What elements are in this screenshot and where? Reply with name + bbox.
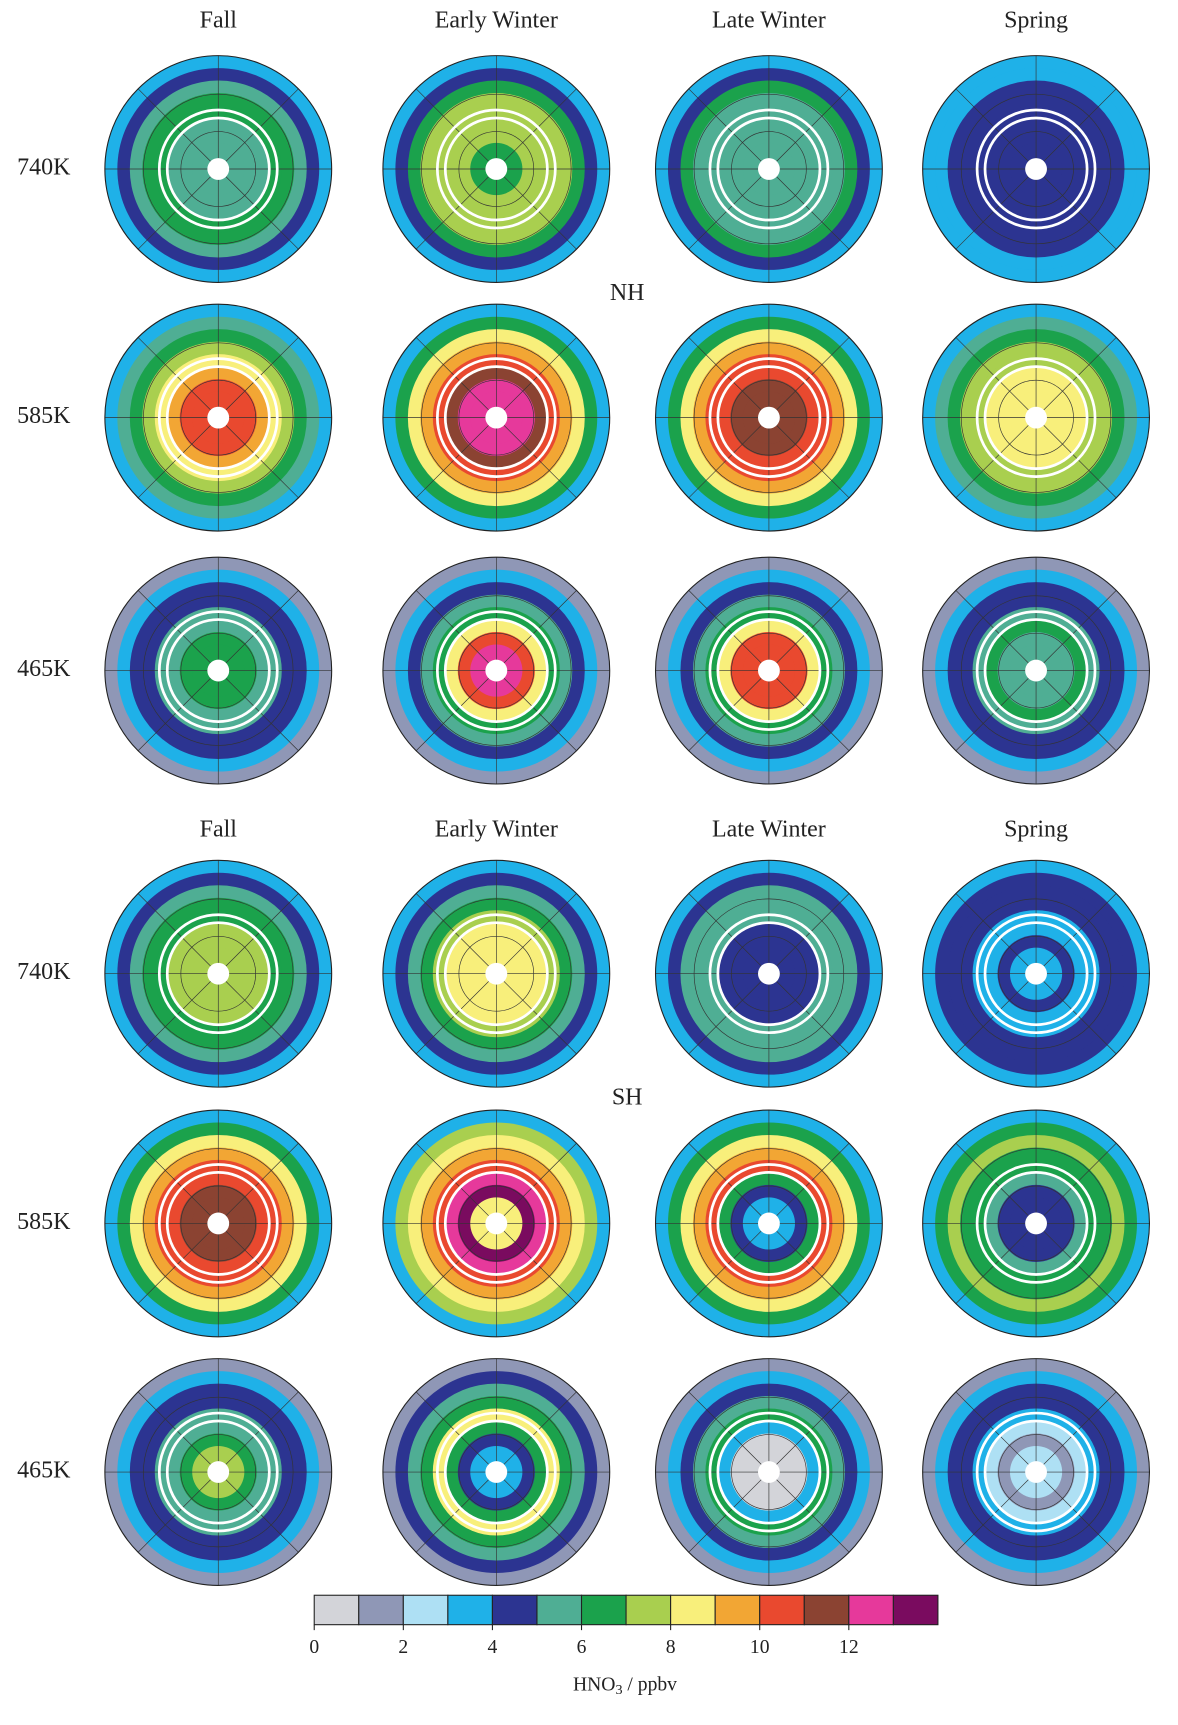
column-title: Late Winter	[712, 816, 826, 842]
colorbar-swatch	[448, 1595, 493, 1624]
polar-map	[383, 860, 610, 1087]
pole-hole	[485, 407, 507, 429]
colorbar-swatch	[893, 1595, 938, 1624]
polar-map	[923, 860, 1150, 1087]
polar-map	[923, 1110, 1150, 1337]
colorbar-swatch	[359, 1595, 404, 1624]
pole-hole	[485, 963, 507, 985]
pole-hole	[758, 407, 780, 429]
colorbar-tick-label: 4	[488, 1637, 498, 1658]
label-rest: / ppbv	[623, 1674, 678, 1695]
polar-map	[105, 557, 332, 784]
row-label: 585K	[17, 1209, 71, 1235]
polar-map	[923, 557, 1150, 784]
column-title: Fall	[200, 816, 238, 842]
colorbar-swatch	[671, 1595, 716, 1624]
label-main: HNO	[573, 1674, 615, 1695]
row-label: 585K	[17, 403, 71, 429]
pole-hole	[758, 963, 780, 985]
colorbar-swatch	[492, 1595, 537, 1624]
colorbar-swatch	[760, 1595, 805, 1624]
polar-map	[923, 56, 1150, 283]
polar-map	[383, 304, 610, 531]
pole-hole	[207, 407, 229, 429]
colorbar-label: HNO3 / ppbv	[573, 1674, 677, 1698]
polar-map	[656, 1110, 883, 1337]
pole-hole	[207, 660, 229, 682]
polar-map	[383, 1359, 610, 1586]
label-sub: 3	[615, 1682, 622, 1698]
pole-hole	[207, 1213, 229, 1235]
colorbar-swatch	[626, 1595, 671, 1624]
row-label: 740K	[17, 959, 71, 985]
polar-map	[383, 56, 610, 283]
colorbar-tick-label: 12	[839, 1637, 859, 1658]
pole-hole	[1025, 1213, 1047, 1235]
colorbar-swatch	[715, 1595, 760, 1624]
page: { "sections": [ { "label": "NH", "column…	[0, 0, 1178, 1725]
pole-hole	[758, 660, 780, 682]
pole-hole	[485, 1213, 507, 1235]
colorbar-swatch	[849, 1595, 894, 1624]
column-title: Early Winter	[435, 816, 558, 842]
colorbar-tick-label: 8	[666, 1637, 676, 1658]
polar-map	[923, 304, 1150, 531]
hemisphere-label: SH	[612, 1085, 643, 1111]
colorbar-swatch	[804, 1595, 849, 1624]
pole-hole	[758, 1461, 780, 1483]
row-label: 740K	[17, 155, 71, 181]
polar-map	[105, 304, 332, 531]
pole-hole	[485, 1461, 507, 1483]
polar-map	[105, 1359, 332, 1586]
column-title: Spring	[1004, 7, 1068, 33]
colorbar-tick-label: 0	[309, 1637, 319, 1658]
hemisphere-label: NH	[610, 280, 645, 306]
column-title: Late Winter	[712, 7, 826, 33]
colorbar-swatch	[582, 1595, 627, 1624]
pole-hole	[758, 1213, 780, 1235]
polar-map	[383, 557, 610, 784]
polar-map	[105, 56, 332, 283]
figure: HNO3 / ppbv Fall Early Winter Late Winter S…	[0, 0, 1178, 1725]
pole-hole	[1025, 407, 1047, 429]
polar-map	[923, 1359, 1150, 1586]
pole-hole	[207, 158, 229, 180]
polar-map	[656, 557, 883, 784]
pole-hole	[207, 963, 229, 985]
row-label: 465K	[17, 656, 71, 682]
column-title: Spring	[1004, 816, 1068, 842]
pole-hole	[207, 1461, 229, 1483]
polar-map	[656, 56, 883, 283]
pole-hole	[485, 660, 507, 682]
row-label: 465K	[17, 1458, 71, 1484]
polar-map	[105, 1110, 332, 1337]
polar-map	[656, 860, 883, 1087]
column-title: Early Winter	[435, 7, 558, 33]
pole-hole	[1025, 158, 1047, 180]
pole-hole	[1025, 660, 1047, 682]
column-title: Fall	[200, 7, 238, 33]
pole-hole	[1025, 1461, 1047, 1483]
polar-map	[383, 1110, 610, 1337]
colorbar-swatch	[537, 1595, 582, 1624]
polar-map	[105, 860, 332, 1087]
colorbar-tick-label: 10	[750, 1637, 770, 1658]
colorbar-tick-label: 6	[577, 1637, 587, 1658]
polar-map	[656, 1359, 883, 1586]
colorbar-swatch	[403, 1595, 448, 1624]
pole-hole	[1025, 963, 1047, 985]
pole-hole	[758, 158, 780, 180]
colorbar-tick-label: 2	[398, 1637, 408, 1658]
colorbar-swatch	[314, 1595, 359, 1624]
pole-hole	[485, 158, 507, 180]
polar-map	[656, 304, 883, 531]
